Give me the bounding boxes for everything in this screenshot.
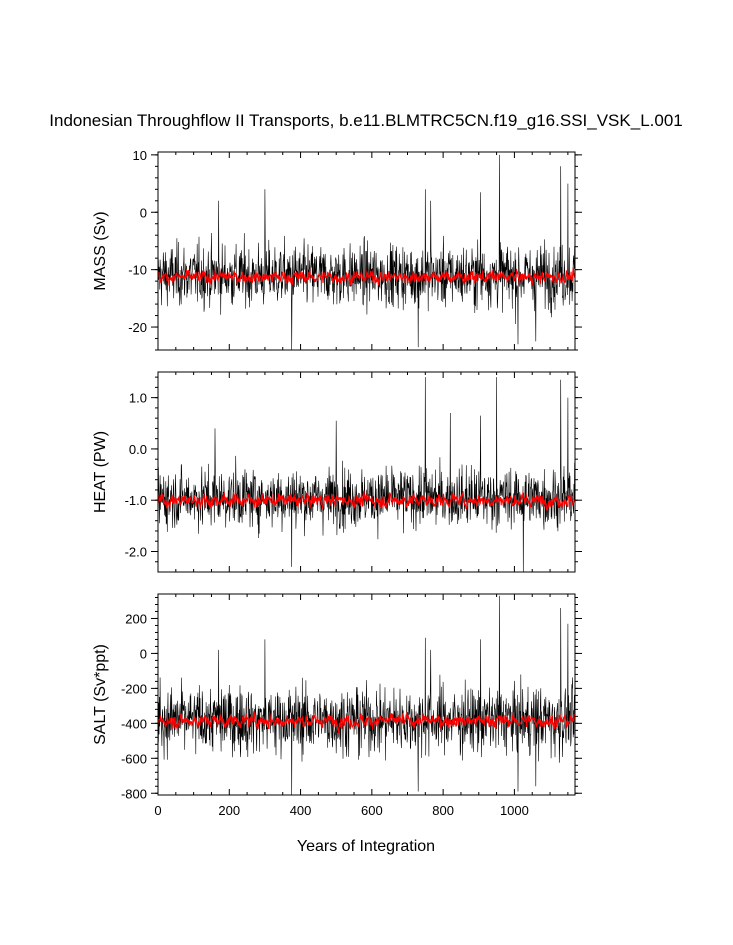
salt-y-tick-label: -800 <box>121 786 147 801</box>
mass-y-tick-label: -20 <box>128 320 147 335</box>
salt-smoothed-series <box>158 711 575 734</box>
salt-y-tick-label: 0 <box>140 646 147 661</box>
x-tick-label: 1000 <box>500 803 529 818</box>
salt-y-tick-label: -400 <box>121 716 147 731</box>
mass-panel-frame <box>157 151 576 351</box>
x-tick-label: 800 <box>432 803 454 818</box>
heat-y-tick-label: -2.0 <box>125 544 147 559</box>
salt-y-tick-label: -600 <box>121 751 147 766</box>
heat-y-tick-label: 0.0 <box>129 442 147 457</box>
chart-title: Indonesian Throughflow II Transports, b.… <box>49 111 682 130</box>
heat-smoothed-series <box>158 490 575 512</box>
x-tick-label: 600 <box>361 803 383 818</box>
salt-panel-frame <box>157 593 576 796</box>
heat-panel-frame <box>157 371 576 573</box>
salt-y-tick-label: 200 <box>125 611 147 626</box>
mass-y-tick-label: -10 <box>128 263 147 278</box>
salt-y-tick-label: -200 <box>121 681 147 696</box>
mass-y-axis-label: MASS (Sv) <box>92 211 109 290</box>
mass-y-tick-label: 0 <box>140 205 147 220</box>
heat-y-axis-label: HEAT (PW) <box>92 431 109 513</box>
x-tick-label: 0 <box>154 803 161 818</box>
heat-y-tick-label: 1.0 <box>129 391 147 406</box>
heat-y-tick-label: -1.0 <box>125 493 147 508</box>
heat-raw-series <box>158 377 575 572</box>
mass-y-tick-label: 10 <box>133 148 147 163</box>
x-axis-label: Years of Integration <box>297 838 435 855</box>
x-tick-label: 200 <box>218 803 240 818</box>
x-tick-label: 400 <box>290 803 312 818</box>
panels: 10 0 -10 -20 MASS (Sv) 1.0 0.0 -1.0 -2.0 HEAT (PW… <box>92 148 582 818</box>
salt-raw-series <box>158 595 575 795</box>
mass-smoothed-series <box>158 267 575 287</box>
salt-y-axis-label: SALT (Sv*ppt) <box>92 644 109 745</box>
mass-raw-series <box>158 154 575 350</box>
